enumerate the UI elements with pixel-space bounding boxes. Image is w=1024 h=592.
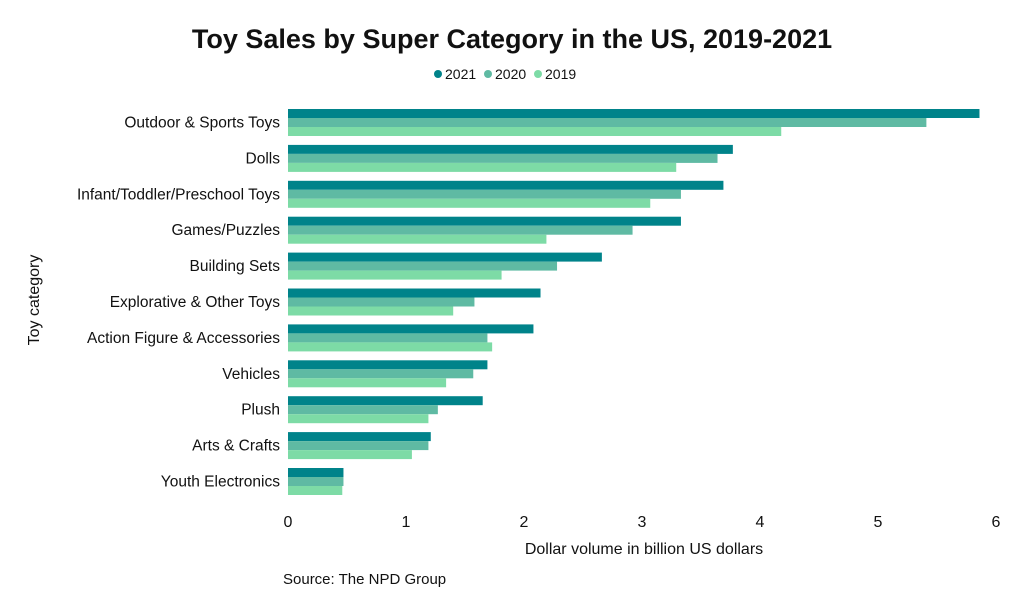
bar-2019-3 <box>288 234 547 244</box>
bar-2021-6 <box>288 324 534 334</box>
bar-2020-10 <box>288 477 344 486</box>
legend-marker-2020 <box>484 70 492 78</box>
legend-label: 2021 <box>445 66 476 82</box>
bar-2020-7 <box>288 369 474 379</box>
bar-2021-0 <box>288 109 980 118</box>
bar-2020-0 <box>288 118 927 127</box>
bar-2019-4 <box>288 270 502 280</box>
bar-2019-6 <box>288 342 493 352</box>
x-tick-label: 4 <box>756 514 765 531</box>
bar-2020-8 <box>288 405 438 415</box>
bar-2019-7 <box>288 378 447 388</box>
x-tick-label: 3 <box>638 514 647 531</box>
bar-2021-4 <box>288 252 602 262</box>
category-label: Building Sets <box>190 258 281 275</box>
x-axis-label: Dollar volume in billion US dollars <box>525 541 763 558</box>
bar-2019-8 <box>288 414 429 424</box>
x-tick-label: 0 <box>284 514 293 531</box>
bar-2019-9 <box>288 450 412 460</box>
chart-title: Toy Sales by Super Category in the US, 2… <box>192 24 832 54</box>
legend-label: 2020 <box>495 66 526 82</box>
source-note: Source: The NPD Group <box>283 571 446 588</box>
x-tick-labels: 0 1 2 3 4 5 6 <box>284 514 1001 531</box>
bar-2021-2 <box>288 180 724 190</box>
x-tick-label: 1 <box>402 514 411 531</box>
bar-2019-10 <box>288 486 343 495</box>
category-label: Dolls <box>246 150 281 167</box>
bars <box>288 109 980 495</box>
category-label: Plush <box>241 402 280 419</box>
category-label: Action Figure & Accessories <box>87 330 280 347</box>
legend-label: 2019 <box>545 66 576 82</box>
category-label: Outdoor & Sports Toys <box>124 115 280 132</box>
bar-2019-1 <box>288 162 677 172</box>
bar-2021-7 <box>288 360 488 370</box>
category-label: Explorative & Other Toys <box>110 294 281 311</box>
bar-2020-6 <box>288 333 488 343</box>
bar-2021-9 <box>288 432 431 442</box>
bar-2020-1 <box>288 153 718 163</box>
bar-2021-8 <box>288 396 483 406</box>
x-tick-label: 2 <box>520 514 529 531</box>
bar-2020-4 <box>288 261 558 271</box>
bar-2020-3 <box>288 225 633 235</box>
legend-marker-2021 <box>434 70 442 78</box>
bar-2020-2 <box>288 189 681 199</box>
bar-2021-5 <box>288 288 541 298</box>
bar-2021-1 <box>288 144 733 154</box>
category-labels: Outdoor & Sports Toys Dolls Infant/Toddler… <box>77 115 280 491</box>
category-label: Arts & Crafts <box>192 438 280 455</box>
bar-2020-9 <box>288 441 429 451</box>
legend: 2021 2020 2019 <box>434 66 576 82</box>
bar-2021-10 <box>288 468 344 477</box>
category-label: Youth Electronics <box>161 474 280 491</box>
x-tick-label: 5 <box>874 514 883 531</box>
legend-marker-2019 <box>534 70 542 78</box>
category-label: Vehicles <box>222 366 280 383</box>
bar-2019-2 <box>288 198 651 208</box>
y-axis-label: Toy category <box>26 255 43 346</box>
category-label: Infant/Toddler/Preschool Toys <box>77 186 280 203</box>
category-label: Games/Puzzles <box>171 222 280 239</box>
bar-2020-5 <box>288 297 475 307</box>
bar-2019-5 <box>288 306 454 316</box>
bar-2019-0 <box>288 127 782 136</box>
bar-2021-3 <box>288 216 681 226</box>
x-tick-label: 6 <box>992 514 1001 531</box>
